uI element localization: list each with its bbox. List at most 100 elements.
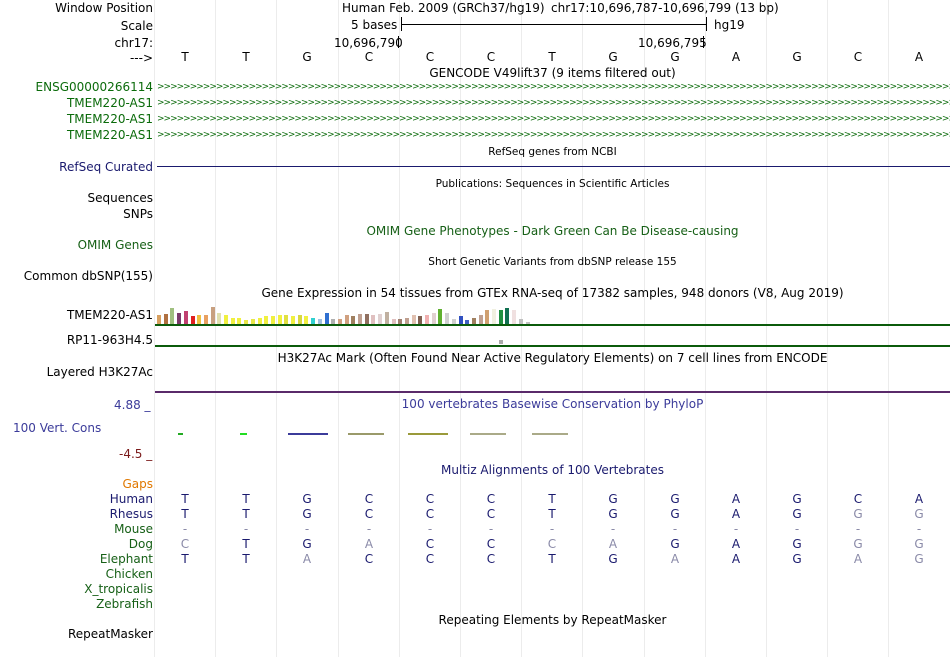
species-label[interactable]: Human <box>109 492 153 506</box>
publications-snps-label[interactable]: SNPs <box>123 207 153 221</box>
gtex-tissue-bar[interactable] <box>492 309 496 324</box>
refseq-feature[interactable] <box>157 166 950 167</box>
species-label[interactable]: Rhesus <box>109 507 153 521</box>
phylop-segment[interactable] <box>178 433 183 435</box>
gtex-title[interactable]: Gene Expression in 54 tissues from GTEx … <box>261 286 844 300</box>
gtex-tissue-bar[interactable] <box>244 320 249 324</box>
gtex-tissue-bar[interactable] <box>404 318 409 324</box>
gtex-tissue-bar[interactable] <box>317 319 322 324</box>
gtex-gene-1-label[interactable]: TMEM220-AS1 <box>66 308 153 322</box>
gtex-gene-2-bar[interactable] <box>499 340 503 344</box>
gtex-tissue-bar[interactable] <box>384 312 389 324</box>
gtex-tissue-bar[interactable] <box>398 319 403 324</box>
gtex-tissue-bar[interactable] <box>177 313 182 324</box>
gtex-tissue-bar[interactable] <box>257 318 262 324</box>
gtex-tissue-bar[interactable] <box>163 314 168 324</box>
phylop-segment[interactable] <box>240 433 247 435</box>
species-label[interactable]: Dog <box>128 537 153 551</box>
gtex-tissue-bar[interactable] <box>371 315 376 324</box>
gencode-track-4[interactable]: TMEM220-AS1 <box>66 128 153 142</box>
gtex-tissue-bar[interactable] <box>210 307 215 324</box>
gtex-gene-1-line[interactable] <box>155 324 950 326</box>
gtex-tissue-bar[interactable] <box>431 313 436 324</box>
publications-title[interactable]: Publications: Sequences in Scientific Ar… <box>435 178 670 190</box>
refseq-title[interactable]: RefSeq genes from NCBI <box>488 146 617 158</box>
gencode-feature-4[interactable]: >>>>>>>>>>>>>>>>>>>>>>>>>>>>>>>>>>>>>>>>… <box>157 130 950 140</box>
gtex-tissue-bar[interactable] <box>197 315 202 324</box>
repeatmasker-title[interactable]: Repeating Elements by RepeatMasker <box>438 613 667 627</box>
gtex-tissue-bar[interactable] <box>331 319 336 324</box>
gtex-tissue-bar[interactable] <box>170 308 175 324</box>
gtex-tissue-bar[interactable] <box>157 315 161 324</box>
gtex-expression-bars[interactable] <box>157 300 537 324</box>
gtex-tissue-bar[interactable] <box>512 310 517 324</box>
gtex-tissue-bar[interactable] <box>217 313 222 324</box>
gtex-tissue-bar[interactable] <box>250 319 255 324</box>
gtex-tissue-bar[interactable] <box>264 316 269 324</box>
multiz-gaps-label[interactable]: Gaps <box>122 477 153 491</box>
gtex-tissue-bar[interactable] <box>344 315 349 324</box>
gtex-tissue-bar[interactable] <box>418 316 423 324</box>
gtex-tissue-bar[interactable] <box>270 316 275 324</box>
position-range[interactable]: chr17:10,696,787-10,696,799 (13 bp) <box>551 1 779 15</box>
gtex-tissue-bar[interactable] <box>304 316 309 324</box>
phylop-segment[interactable] <box>348 433 384 435</box>
gtex-tissue-bar[interactable] <box>311 318 316 324</box>
gtex-gene-2-label[interactable]: RP11-963H4.5 <box>66 333 153 347</box>
phylop-segment[interactable] <box>408 433 448 435</box>
gtex-tissue-bar[interactable] <box>324 313 329 324</box>
gencode-track-2[interactable]: TMEM220-AS1 <box>66 96 153 110</box>
dbsnp-title[interactable]: Short Genetic Variants from dbSNP releas… <box>428 256 677 268</box>
gencode-track-1[interactable]: ENSG00000266114 <box>35 80 153 94</box>
omim-title[interactable]: OMIM Gene Phenotypes - Dark Green Can Be… <box>366 224 739 238</box>
gtex-tissue-bar[interactable] <box>498 310 503 324</box>
refseq-label[interactable]: RefSeq Curated <box>59 160 153 174</box>
gtex-tissue-bar[interactable] <box>237 318 242 324</box>
gtex-gene-2-line[interactable] <box>155 345 950 347</box>
gtex-tissue-bar[interactable] <box>411 315 416 324</box>
phylop-title[interactable]: 100 vertebrates Basewise Conservation by… <box>401 397 704 411</box>
species-label[interactable]: Chicken <box>105 567 153 581</box>
gtex-tissue-bar[interactable] <box>351 316 356 324</box>
gtex-tissue-bar[interactable] <box>525 322 530 324</box>
h3k27ac-label[interactable]: Layered H3K27Ac <box>46 365 153 379</box>
gtex-tissue-bar[interactable] <box>284 315 289 324</box>
gtex-tissue-bar[interactable] <box>485 310 490 324</box>
gencode-feature-1[interactable]: >>>>>>>>>>>>>>>>>>>>>>>>>>>>>>>>>>>>>>>>… <box>157 82 950 92</box>
species-label[interactable]: Elephant <box>99 552 153 566</box>
gtex-tissue-bar[interactable] <box>358 314 362 324</box>
gtex-tissue-bar[interactable] <box>378 314 383 324</box>
phylop-segment[interactable] <box>470 433 506 435</box>
phylop-segment[interactable] <box>532 433 568 435</box>
gtex-tissue-bar[interactable] <box>297 315 302 324</box>
multiz-title[interactable]: Multiz Alignments of 100 Vertebrates <box>440 463 665 477</box>
gtex-tissue-bar[interactable] <box>224 315 228 324</box>
gtex-tissue-bar[interactable] <box>458 316 463 324</box>
gtex-tissue-bar[interactable] <box>518 319 523 324</box>
gtex-tissue-bar[interactable] <box>277 315 282 324</box>
phylop-segment[interactable] <box>288 433 328 435</box>
gtex-tissue-bar[interactable] <box>465 320 470 324</box>
gtex-tissue-bar[interactable] <box>183 311 188 324</box>
gtex-tissue-bar[interactable] <box>203 315 208 324</box>
repeatmasker-label[interactable]: RepeatMasker <box>67 627 153 641</box>
dbsnp-label[interactable]: Common dbSNP(155) <box>23 269 153 283</box>
species-label[interactable]: Zebrafish <box>96 597 153 611</box>
gtex-tissue-bar[interactable] <box>291 316 295 324</box>
gtex-tissue-bar[interactable] <box>471 318 476 324</box>
gtex-tissue-bar[interactable] <box>445 313 450 324</box>
gencode-title[interactable]: GENCODE V49lift37 (9 items filtered out) <box>429 66 676 80</box>
species-label[interactable]: Mouse <box>114 522 153 536</box>
h3k27ac-signal-line[interactable] <box>155 391 950 393</box>
gtex-tissue-bar[interactable] <box>438 309 443 324</box>
gtex-tissue-bar[interactable] <box>230 318 235 324</box>
gtex-tissue-bar[interactable] <box>505 308 510 324</box>
gtex-tissue-bar[interactable] <box>364 314 369 324</box>
phylop-label[interactable]: 100 Vert. Cons <box>13 421 102 435</box>
gtex-tissue-bar[interactable] <box>425 315 429 324</box>
h3k27ac-title[interactable]: H3K27Ac Mark (Often Found Near Active Re… <box>277 351 828 365</box>
publications-sequences-label[interactable]: Sequences <box>87 191 153 205</box>
gtex-tissue-bar[interactable] <box>337 319 342 324</box>
gtex-tissue-bar[interactable] <box>478 315 483 324</box>
species-label[interactable]: X_tropicalis <box>84 582 153 596</box>
